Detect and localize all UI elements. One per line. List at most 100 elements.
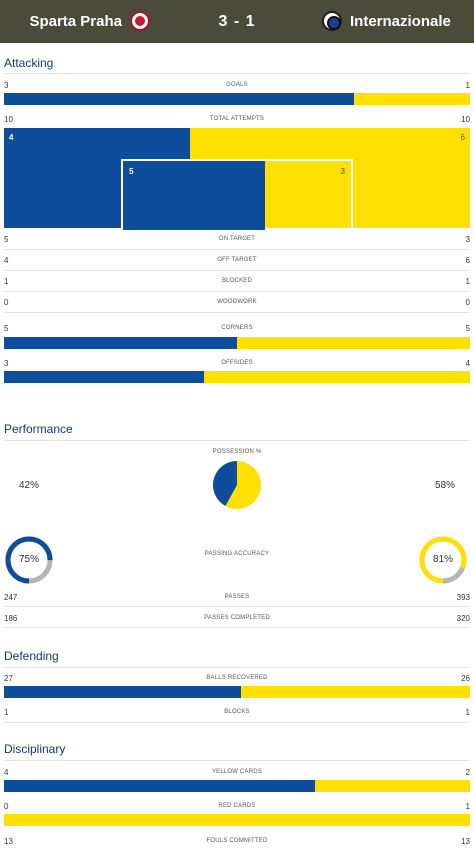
stat-label: PASSES [224, 594, 250, 600]
sparta-crest-icon [130, 11, 150, 31]
stat-label: WOODWORK [217, 299, 257, 305]
stat-row-corners: 5 CORNERS 5 [4, 320, 470, 336]
offsides-bar [4, 371, 470, 383]
stat-label: POSSESSION % [212, 449, 262, 455]
home-value: 247 [4, 593, 18, 602]
possession-pie-chart [213, 461, 261, 509]
home-value: 10 [4, 115, 13, 124]
section-title-attacking: Attacking [4, 56, 54, 70]
home-passing-accuracy-ring [5, 536, 53, 584]
stat-row-blocked: 1 BLOCKED 1 [4, 273, 470, 289]
stat-row-passes: 247 PASSES 393 [4, 589, 470, 605]
stat-row-red-cards: 0 RED CARDS 1 [4, 798, 470, 814]
stat-row-off-target: 4 OFF TARGET 6 [4, 252, 470, 268]
stat-label: BLOCKS [224, 709, 250, 715]
goals-bar-home-fill [4, 93, 354, 105]
home-passing-accuracy-value: 75% [18, 554, 39, 565]
stat-row-offsides: 3 OFFSIDES 4 [4, 355, 470, 371]
home-value: 1 [4, 708, 9, 717]
divider [4, 291, 470, 292]
stat-label: OFF TARGET [217, 257, 257, 263]
stat-row-on-target: 5 ON TARGET 3 [4, 231, 470, 247]
away-passing-accuracy-value: 81% [432, 554, 453, 565]
divider [4, 627, 470, 628]
balls-recovered-bar-home-fill [4, 686, 242, 698]
possession-home-value: 42% [19, 480, 40, 491]
home-value: 0 [4, 802, 9, 811]
divider [4, 760, 470, 761]
balls-recovered-bar [4, 686, 470, 698]
stat-label: OFFSIDES [221, 360, 253, 366]
match-header: Sparta Praha 3 - 1 Internazionale [0, 0, 474, 43]
away-value: 1 [465, 277, 470, 286]
yellow-cards-bar-home-fill [4, 780, 315, 792]
away-value: 320 [456, 614, 470, 623]
away-passing-accuracy-ring [419, 536, 467, 584]
attempts-inner-away: 3 [340, 167, 345, 176]
stat-row-goals: 3 GOALS 1 [4, 77, 470, 93]
red-cards-bar [4, 814, 470, 826]
away-value: 3 [465, 235, 470, 244]
stat-label: PASSING ACCURACY [204, 551, 270, 557]
home-value: 0 [4, 298, 9, 307]
section-title-disciplinary: Disciplinary [4, 742, 66, 756]
divider [4, 270, 470, 271]
section-title-performance: Performance [4, 422, 73, 436]
divider [4, 249, 470, 250]
stat-row-blocks: 1 BLOCKS 1 [4, 704, 470, 720]
attempts-outer-away: 6 [460, 133, 465, 142]
section-title-defending: Defending [4, 649, 59, 663]
attempts-goal-frame: 5 3 [121, 159, 353, 230]
home-value: 3 [4, 81, 9, 90]
corners-bar [4, 337, 470, 349]
goals-bar [4, 93, 470, 105]
away-value: 26 [461, 674, 470, 683]
stat-label: CORNERS [221, 325, 253, 331]
away-value: 1 [465, 81, 470, 90]
away-value: 2 [465, 768, 470, 777]
stat-label: FOULS COMMITTED [206, 838, 268, 844]
stat-label: GOALS [226, 82, 248, 88]
away-value: 393 [456, 593, 470, 602]
away-ring-fill [419, 536, 467, 584]
away-value: 13 [461, 837, 470, 846]
stat-row-fouls-committed: 13 FOULS COMMITTED 13 [4, 833, 470, 849]
offsides-bar-home-fill [4, 371, 204, 383]
away-value: 1 [465, 708, 470, 717]
stat-row-possession-label: POSSESSION % [4, 444, 470, 460]
away-value: 4 [465, 359, 470, 368]
stat-row-total-attempts: 10 TOTAL ATTEMPTS 10 [4, 111, 470, 127]
stat-row-woodwork: 0 WOODWORK 0 [4, 294, 470, 310]
stat-label: RED CARDS [218, 803, 256, 809]
stat-label: TOTAL ATTEMPTS [209, 116, 265, 122]
away-value: 5 [465, 324, 470, 333]
match-score: 3 - 1 [218, 13, 256, 30]
attempts-inner-home-area [123, 161, 265, 230]
stat-label: BLOCKED [221, 278, 253, 284]
stat-row-yellow-cards: 4 YELLOW CARDS 2 [4, 764, 470, 780]
home-value: 3 [4, 359, 9, 368]
stat-row-passes-completed: 186 PASSES COMPLETED 320 [4, 610, 470, 626]
home-value: 5 [4, 235, 9, 244]
attempts-inner-home: 5 [129, 167, 134, 176]
corners-bar-home-fill [4, 337, 237, 349]
away-value: 0 [465, 298, 470, 307]
away-value: 1 [465, 802, 470, 811]
possession-home-slice [213, 461, 237, 507]
divider [4, 73, 470, 74]
stat-label: BALLS RECOVERED [206, 675, 268, 681]
possession-away-value: 58% [435, 480, 456, 491]
away-team-name[interactable]: Internazionale [350, 13, 451, 30]
home-value: 1 [4, 277, 9, 286]
home-value: 13 [4, 837, 13, 846]
stat-label: PASSES COMPLETED [204, 615, 270, 621]
away-value: 10 [461, 115, 470, 124]
stat-label: YELLOW CARDS [211, 769, 263, 775]
home-team-name[interactable]: Sparta Praha [29, 13, 122, 30]
divider [4, 667, 470, 668]
attempts-outer-home: 4 [9, 133, 14, 142]
home-value: 5 [4, 324, 9, 333]
stat-row-passing-accuracy: PASSING ACCURACY [4, 546, 470, 562]
divider [4, 440, 470, 441]
inter-crest-icon [322, 11, 342, 31]
